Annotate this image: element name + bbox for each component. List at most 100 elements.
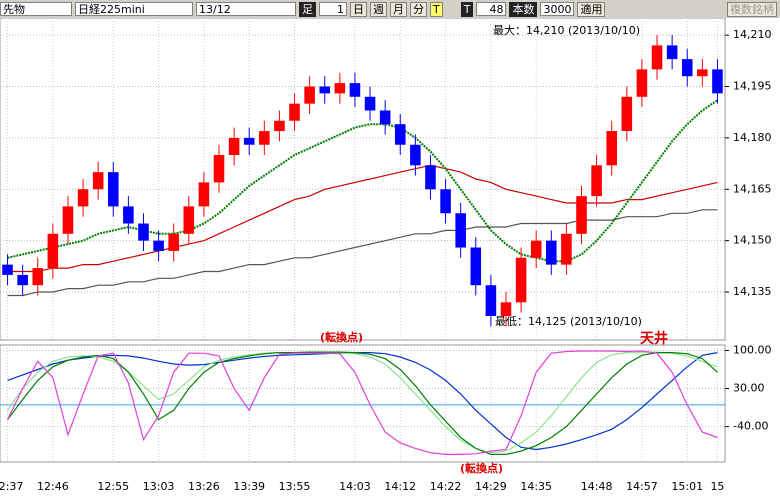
y-tick-label: 30.00: [733, 382, 765, 395]
candle-body: [304, 86, 315, 104]
candle-body: [289, 103, 300, 121]
candle-body: [515, 257, 527, 303]
line-series: [7, 99, 718, 263]
candle-body: [213, 155, 225, 183]
candle-body: [379, 110, 391, 125]
turn-annotation: (転換点): [320, 330, 363, 344]
y-tick-label: 14,210: [733, 28, 772, 41]
candle-body: [259, 131, 270, 145]
candle-body: [576, 196, 587, 234]
y-tick-label: 14,165: [733, 182, 772, 195]
market-select[interactable]: 先物: [0, 2, 72, 16]
bar-value[interactable]: 1: [319, 2, 347, 16]
candle-body: [92, 172, 104, 190]
candle-body: [530, 240, 542, 258]
symbol-select[interactable]: 日経225mini: [75, 2, 193, 16]
period-minute[interactable]: 分: [410, 1, 427, 17]
candle-body: [17, 274, 28, 286]
line-series: [7, 164, 718, 273]
t-label: T: [460, 1, 474, 17]
x-tick-label: 12:46: [37, 480, 69, 493]
candle-body: [47, 233, 59, 269]
line-series: [7, 352, 718, 451]
x-tick-label: 13:26: [188, 480, 220, 493]
candle-body: [425, 165, 436, 190]
line-series: [7, 351, 718, 455]
x-tick-label: 14:35: [520, 480, 552, 493]
y-tick-label: 100.00: [733, 343, 772, 356]
period-month[interactable]: 月: [390, 1, 407, 17]
candle-body: [546, 240, 557, 265]
x-tick-label: 15:01: [671, 480, 703, 493]
candle-body: [394, 124, 406, 145]
bar-label: 足: [299, 1, 316, 17]
candle-body: [77, 189, 89, 207]
candle-body: [470, 247, 482, 286]
y-tick-label: -40.00: [733, 420, 768, 433]
candle-body: [485, 285, 497, 317]
candle-body: [697, 69, 708, 77]
line-series: [7, 209, 718, 297]
candle-body: [183, 206, 195, 234]
chart: 15 15:01 14:57 14:48 14:35 14:29 14:22 14:12 14:…: [0, 18, 772, 493]
candle-body: [349, 83, 361, 97]
candle-body: [561, 233, 572, 265]
apply-button[interactable]: 適用: [577, 1, 606, 17]
candle-body: [591, 165, 602, 197]
x-tick-label: 14:48: [581, 480, 613, 493]
contract-select[interactable]: 13/12: [196, 2, 296, 16]
line-series: [7, 350, 718, 455]
x-tick-label: 14:22: [430, 480, 462, 493]
candle-body: [500, 302, 512, 317]
candle-body: [107, 172, 119, 207]
toolbar: 先物 日経225mini 13/12 足 1 日 週 月 分 T T 48 本数…: [0, 0, 780, 18]
candle-body: [274, 120, 285, 132]
candle-body: [455, 213, 466, 248]
count-input[interactable]: 48: [476, 2, 507, 16]
multi-button[interactable]: 複数銘柄: [727, 1, 777, 17]
candle-body: [636, 69, 648, 97]
candle-body: [712, 69, 723, 94]
count-label: 本数: [509, 1, 538, 17]
candle-body: [681, 59, 693, 77]
candle-body: [319, 86, 331, 94]
y-tick-label: 14,135: [733, 285, 772, 298]
x-tick-label: 13:55: [279, 480, 311, 493]
x-tick-label: 13:03: [143, 480, 175, 493]
candle-body: [2, 264, 13, 275]
x-tick-label: 14:57: [626, 480, 658, 493]
period-day[interactable]: 日: [350, 1, 367, 17]
candle-body: [334, 83, 346, 94]
x-tick-label: 14:12: [384, 480, 416, 493]
y-tick-label: 14,180: [733, 131, 772, 144]
candle-body: [651, 45, 663, 70]
candle-body: [364, 96, 376, 111]
candle-body: [243, 137, 255, 145]
top-annotation: 天井: [640, 330, 668, 347]
candle-body: [123, 206, 134, 224]
candle-body: [606, 131, 618, 166]
candle-body: [62, 206, 74, 234]
x-tick-label: 14:03: [339, 480, 371, 493]
period-week[interactable]: 週: [370, 1, 387, 17]
candle-body: [168, 233, 179, 251]
x-tick-label: 14:29: [475, 480, 507, 493]
tick-button[interactable]: T: [430, 1, 443, 17]
y-tick-label: 14,150: [733, 234, 772, 247]
max-annotation: 最大：14,210 (2013/10/10): [493, 23, 640, 37]
osc-panel: [0, 344, 726, 463]
candle-body: [32, 268, 44, 286]
x-tick-label: 12:37: [0, 480, 23, 493]
candle-body: [138, 223, 149, 241]
turn-annotation: (転換点): [460, 461, 503, 475]
x-tick-label: 15: [710, 480, 724, 493]
min-annotation: 最低：14,125 (2013/10/10): [495, 315, 642, 328]
candle-body: [228, 137, 240, 156]
max-input[interactable]: 3000: [540, 2, 575, 16]
candle-body: [666, 45, 678, 60]
candle-body: [198, 182, 210, 207]
candle-body: [621, 96, 633, 132]
candle-body: [440, 189, 451, 214]
y-tick-label: 14,195: [733, 80, 772, 93]
